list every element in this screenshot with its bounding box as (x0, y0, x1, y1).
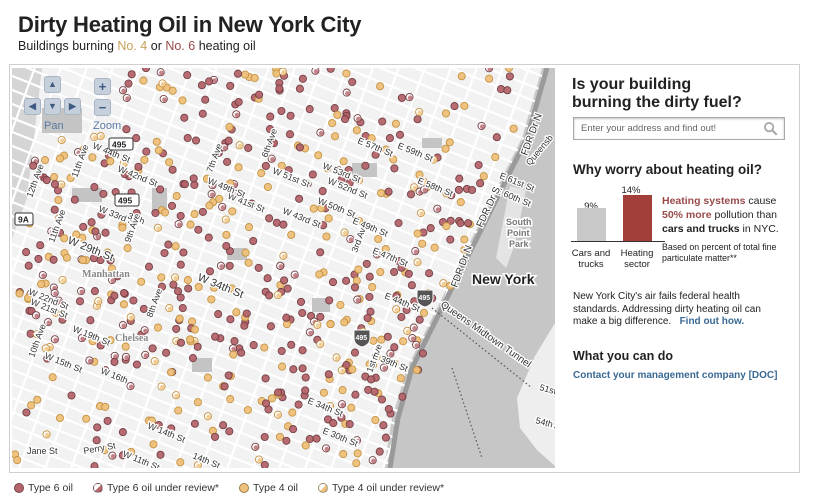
subtitle-text: Buildings burning (18, 39, 118, 53)
place-label: Point (507, 228, 530, 238)
chart-axis (571, 241, 665, 242)
bar-value-heating: 14% (621, 185, 641, 196)
subtitle-text: heating oil (195, 39, 256, 53)
pollution-bar-chart: 9% 14% Cars and trucks Heating sector (571, 180, 666, 270)
zoom-label: Zoom (93, 120, 122, 132)
map-canvas[interactable]: W 29th St W 34th St W 33rd St 34th W 22nd St… (12, 68, 555, 468)
place-label: New York (472, 271, 535, 287)
page-header: Dirty Heating Oil in New York City Build… (18, 12, 361, 54)
claim-bold: cars and trucks (662, 223, 740, 235)
legend-dot-icon (317, 483, 328, 493)
claim-text: pollution than (711, 209, 777, 221)
interstate-shield-icon (353, 329, 371, 348)
page-title: Dirty Heating Oil in New York City (18, 12, 362, 37)
claim-text: in NYC. (739, 223, 779, 235)
legend-label: Type 6 oil (28, 482, 73, 494)
air-quality-paragraph: New York City's air fails federal health… (573, 291, 788, 329)
legend-dot-icon (14, 483, 24, 493)
pan-label: Pan (44, 120, 64, 132)
pollution-claim: Heating systems cause 50% more pollution… (662, 194, 792, 236)
bar-cars (577, 208, 606, 241)
svg-text:495: 495 (356, 335, 368, 342)
route-shield-icon (114, 193, 140, 207)
place-label: Manhattan (82, 269, 130, 280)
legend-item: Type 4 oil (239, 482, 298, 494)
find-out-how-link[interactable]: Find out how. (679, 316, 745, 327)
what-you-can-do-heading: What you can do (573, 349, 673, 363)
bar-value-cars: 9% (584, 201, 598, 212)
zoom-out-button[interactable]: − (94, 99, 111, 116)
claim-highlight: 50% more (662, 209, 712, 221)
route-shield-icon (14, 212, 34, 226)
route-shield-icon (108, 137, 134, 151)
svg-text:495: 495 (112, 140, 126, 150)
interstate-shield-icon (416, 289, 434, 308)
place-label: South (506, 217, 532, 227)
svg-text:495: 495 (419, 295, 431, 302)
address-search-box (573, 117, 785, 140)
place-label: Park (509, 239, 530, 249)
map-legend: Type 6 oil Type 6 oil under review* Type 4… (14, 481, 464, 495)
subtitle-text: or (147, 39, 166, 53)
bar-heating (623, 195, 652, 241)
building-dots (12, 68, 518, 468)
legend-item: Type 6 oil under review* (92, 482, 220, 494)
pan-down-button[interactable]: ▼ (44, 98, 61, 115)
no4-highlight: No. 4 (117, 39, 148, 53)
bar-label-heating: Heating sector (616, 248, 658, 270)
why-heading: Why worry about heating oil? (573, 162, 762, 177)
lookup-heading-line2: burning the dirty fuel? (572, 94, 742, 111)
bar-label-line: sector (624, 259, 650, 270)
chart-footnote: Based on percent of total fine particula… (662, 242, 777, 263)
legend-label: Type 4 oil under review* (331, 482, 445, 494)
claim-text: cause (745, 195, 777, 207)
street-label: Jane St (27, 446, 58, 456)
claim-highlight: Heating systems (662, 195, 746, 207)
bar-label-cars: Cars and trucks (570, 248, 612, 270)
bar-label-line: Heating (620, 248, 654, 259)
legend-label: Type 4 oil (253, 482, 298, 494)
legend-label: Type 6 oil under review* (106, 482, 220, 494)
contact-management-link[interactable]: Contact your management company [DOC] (573, 370, 778, 381)
place-label: Chelsea (115, 333, 148, 344)
search-icon[interactable] (763, 121, 778, 136)
page-subtitle: Buildings burning No. 4 or No. 6 heating… (18, 38, 361, 54)
sidebar: Is your building burning the dirty fuel?… (563, 68, 795, 468)
pan-right-button[interactable]: ▶ (64, 98, 81, 115)
legend-dot-icon (239, 483, 250, 493)
legend-item: Type 6 oil (14, 482, 73, 494)
paragraph-text: New York City's air fails federal health… (573, 291, 761, 327)
bar-label-line: trucks (578, 259, 604, 270)
svg-text:495: 495 (118, 196, 132, 206)
svg-text:9A: 9A (18, 215, 29, 225)
address-search-input[interactable] (574, 118, 754, 139)
legend-item: Type 4 oil under review* (317, 482, 445, 494)
lookup-heading: Is your building burning the dirty fuel? (572, 76, 742, 112)
bar-label-line: Cars and (571, 248, 611, 259)
no6-highlight: No. 6 (165, 39, 196, 53)
legend-dot-icon (92, 483, 103, 493)
pan-up-button[interactable]: ▲ (44, 76, 61, 93)
lookup-heading-line1: Is your building (572, 76, 692, 93)
zoom-in-button[interactable]: + (94, 78, 111, 95)
pan-left-button[interactable]: ◀ (24, 98, 41, 115)
